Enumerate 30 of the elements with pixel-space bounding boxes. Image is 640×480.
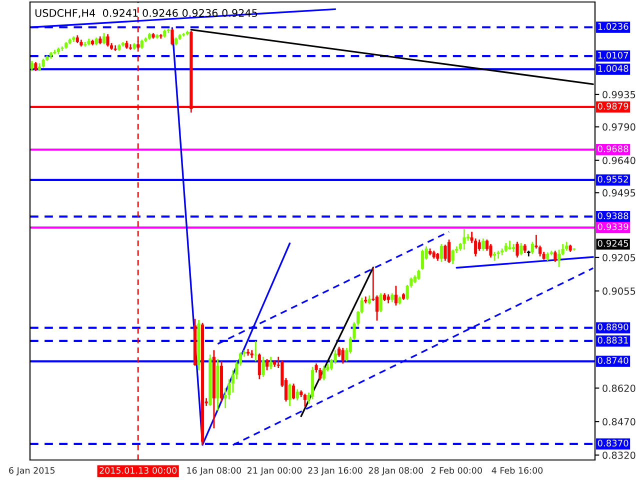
y-tick-label: 0.8320 — [602, 452, 636, 459]
ref-line-label: 1.0107 — [598, 52, 628, 59]
ref-line-label: 0.9552 — [598, 176, 628, 183]
x-tick-label: 16 Jan 08:00 — [187, 467, 242, 476]
y-tick-label: 0.9055 — [602, 287, 636, 295]
x-tick-label: 21 Jan 00:00 — [248, 467, 302, 476]
x-tick-label: 2 Feb 00:00 — [431, 466, 482, 474]
x-tick-label: 6 Jan 2015 — [9, 467, 55, 476]
ref-line-label: 0.9879 — [598, 102, 628, 110]
ref-line-label: 1.0236 — [598, 23, 628, 30]
x-tick-label: 23 Jan 16:00 — [308, 467, 362, 476]
ref-line-label: 0.9339 — [598, 223, 628, 230]
y-tick-label: 0.8470 — [602, 418, 636, 426]
ref-line-label: 0.9388 — [598, 212, 628, 220]
text: 0.9245 — [598, 240, 628, 247]
ref-line-label: 0.8370 — [598, 440, 628, 447]
y-tick-label: 0.9495 — [602, 189, 636, 197]
ref-line-label: 0.8740 — [598, 357, 628, 364]
y-tick-label: 0.9640 — [602, 156, 636, 164]
x-tick-label: 28 Jan 08:00 — [368, 467, 424, 476]
x-tick-label: 4 Feb 16:00 — [492, 466, 543, 474]
ref-line-label: 0.8890 — [598, 324, 628, 330]
y-tick-label: 0.8620 — [602, 384, 636, 392]
x-tick-label: 2015.01.13 00:00 — [100, 467, 177, 474]
ref-line-label: 0.9688 — [598, 145, 628, 152]
y-tick-label: 0.9790 — [602, 123, 636, 131]
ref-line-label: 0.8831 — [598, 336, 628, 344]
ref-line-label: 1.0048 — [598, 65, 628, 72]
y-tick-label: 0.9935 — [602, 90, 636, 98]
y-tick-label: 0.9205 — [602, 254, 636, 262]
